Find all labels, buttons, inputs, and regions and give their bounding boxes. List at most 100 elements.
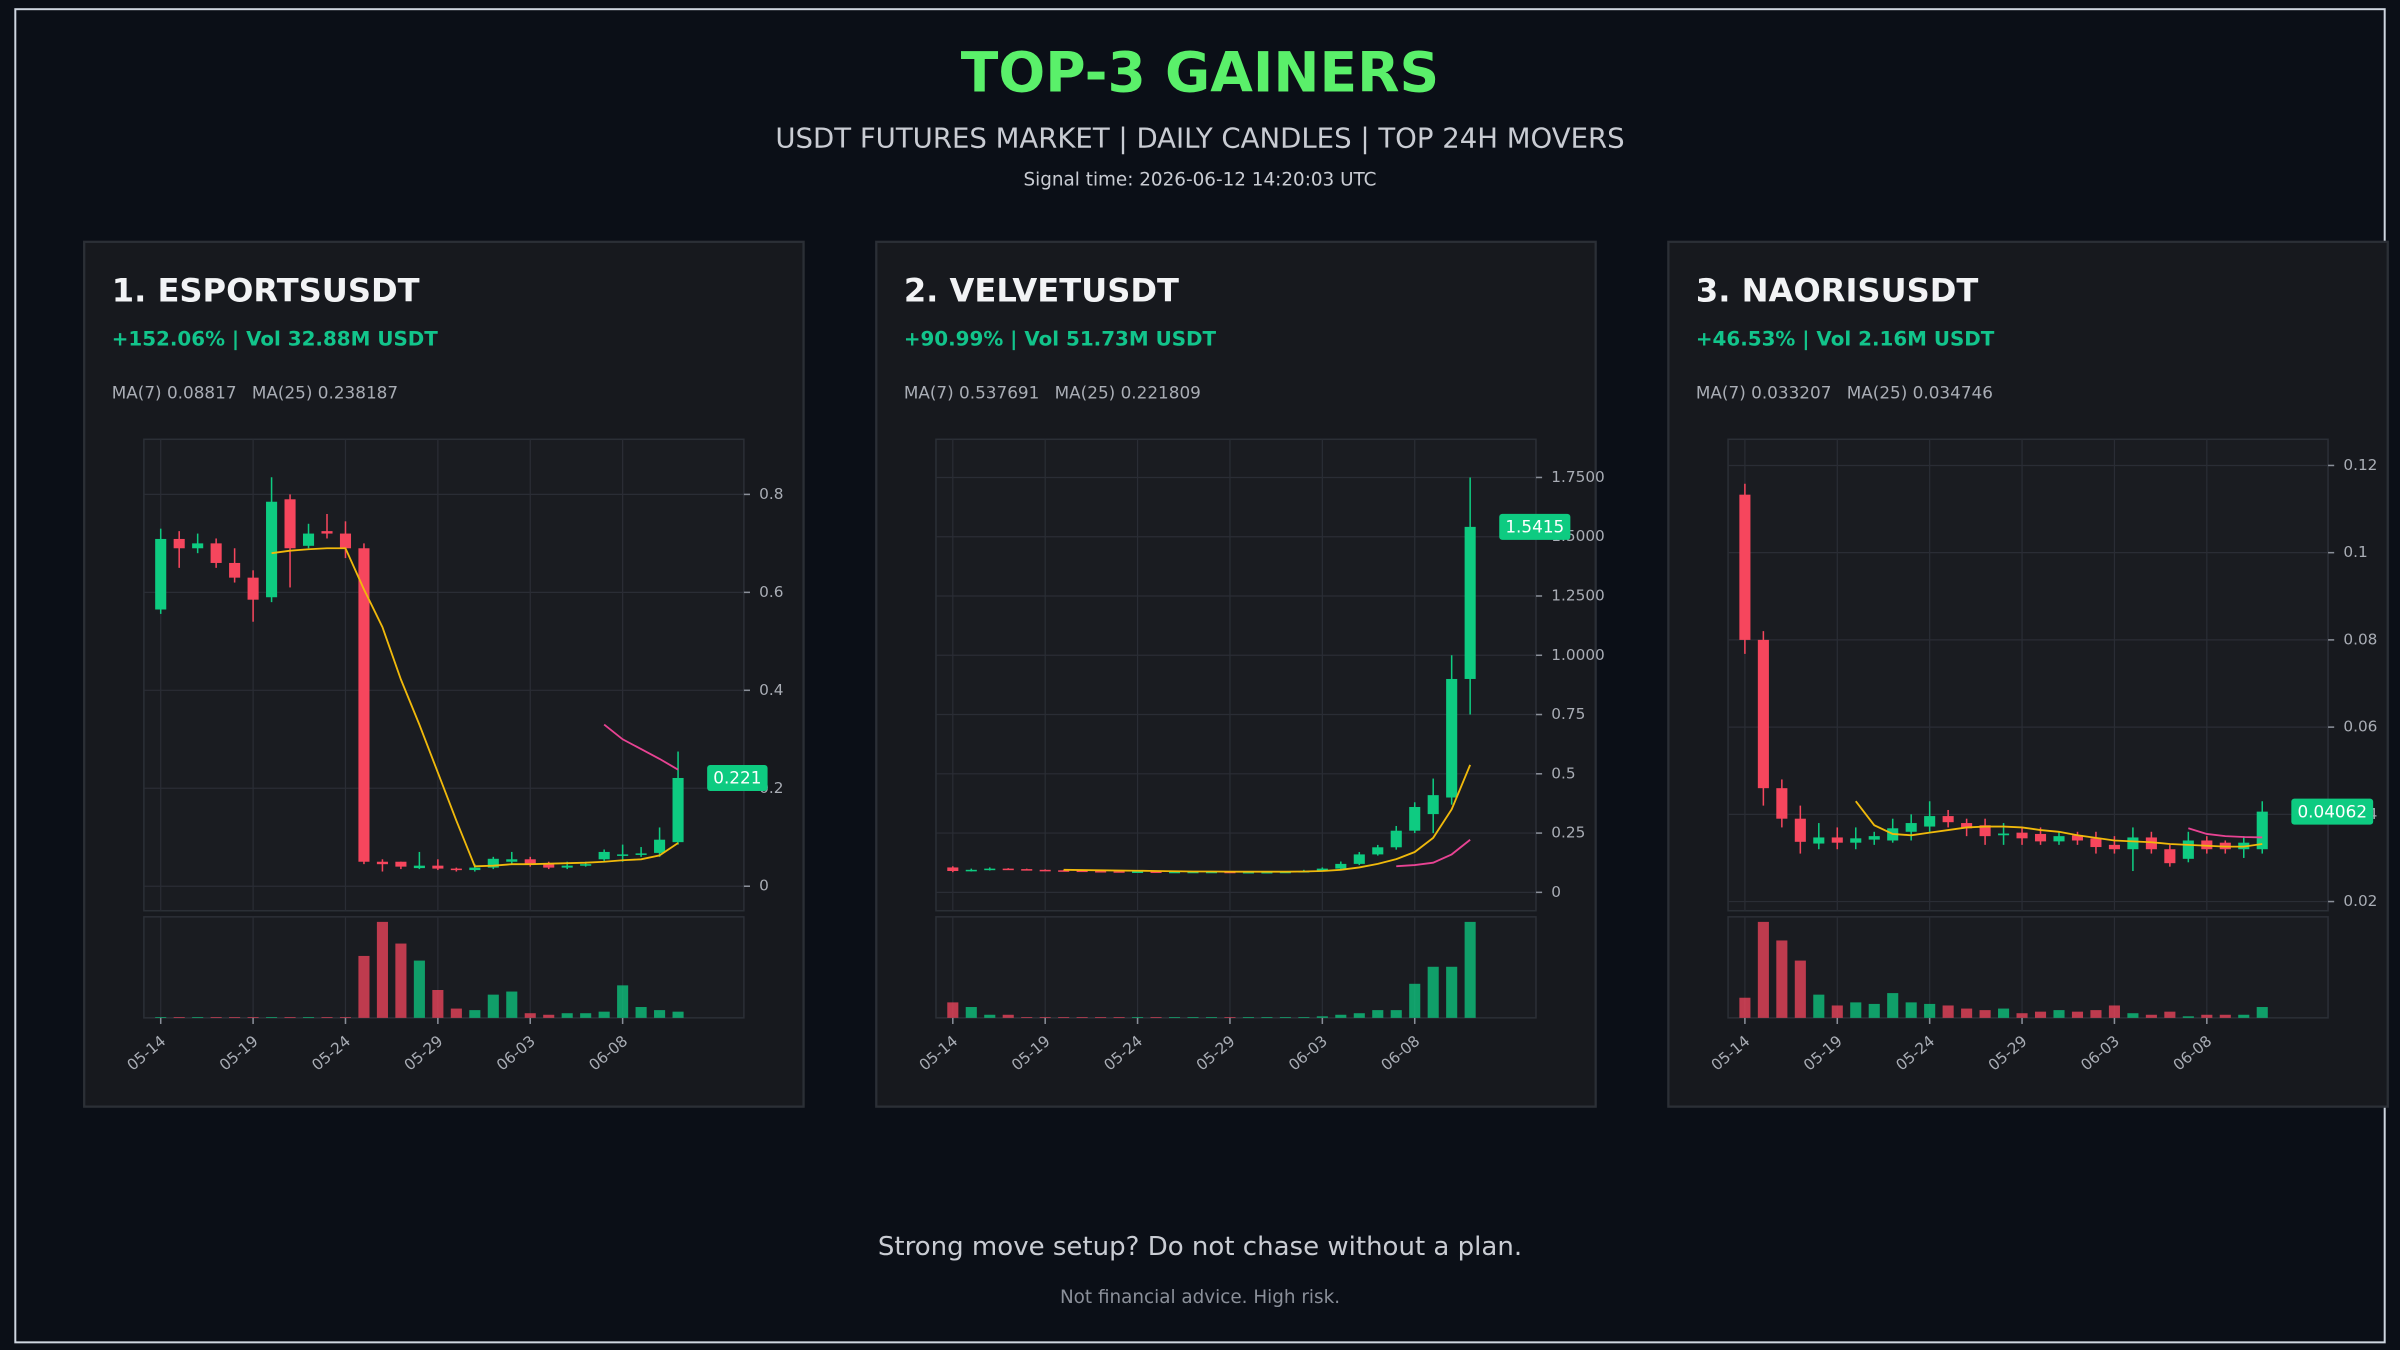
panel-title: 2. VELVETUSDT — [904, 271, 1179, 309]
ma-line — [2188, 827, 2263, 839]
candle-body — [1390, 830, 1402, 848]
candle-body — [487, 858, 499, 868]
volume-bar — [1039, 1017, 1051, 1018]
ma-line — [1396, 839, 1471, 868]
candle-body — [617, 854, 629, 856]
volume-bar — [1316, 1016, 1328, 1018]
panel-title: 3. NAORISUSDT — [1696, 271, 1979, 309]
ma-line — [1063, 764, 1472, 873]
candle-body — [543, 864, 555, 868]
volume-bar — [1794, 960, 1806, 1018]
volume-bar — [1132, 1017, 1144, 1018]
volume-bar — [395, 943, 407, 1018]
volume-bar — [173, 1017, 185, 1018]
footer-text: Strong move setup? Do not chase without … — [878, 1232, 1522, 1262]
candle-body — [173, 538, 185, 549]
candle-body — [1335, 863, 1347, 869]
volume-bar — [1464, 921, 1476, 1018]
price-badge: 0.221 — [707, 764, 768, 791]
candle-body — [1942, 816, 1954, 823]
candle-body — [1757, 639, 1769, 789]
candle-body — [1427, 795, 1439, 815]
volume-bar — [1095, 1017, 1107, 1018]
volume-bar — [524, 1013, 536, 1018]
candle-body — [984, 868, 996, 871]
volume-bar — [1390, 1010, 1402, 1018]
volume-bar — [2127, 1013, 2139, 1018]
candle-body — [2182, 840, 2194, 859]
volume-bar — [1998, 1008, 2010, 1018]
candle-body — [1002, 868, 1014, 871]
y-tick-label: 0.8 — [759, 485, 783, 503]
volume-bar — [302, 1017, 315, 1018]
candle-body — [1794, 818, 1806, 842]
candle-body — [192, 543, 204, 549]
ma-label: MA(25) 0.221809 — [1055, 382, 1201, 402]
volume-bar — [2164, 1011, 2176, 1018]
y-tick-label: 0.06 — [2343, 718, 2377, 736]
volume-bar — [229, 1017, 241, 1018]
volume-bar — [1961, 1008, 1973, 1018]
y-tick-label: 0.5 — [1551, 764, 1575, 782]
candle-body — [1868, 836, 1880, 840]
signal-time: Signal time: 2026-06-12 14:20:03 UTC — [1024, 170, 1377, 191]
volume-bar — [1224, 1017, 1236, 1018]
candle-body — [2090, 838, 2102, 848]
volume-bar — [339, 1017, 352, 1018]
y-tick-label: 0.4 — [759, 681, 783, 699]
page-title: TOP-3 GAINERS — [961, 41, 1439, 105]
volume-bar — [321, 1017, 333, 1018]
volume-bar — [543, 1014, 555, 1018]
volume-bar — [1924, 1003, 1936, 1018]
volume-bar — [1905, 1002, 1917, 1018]
volume-bar — [2145, 1014, 2157, 1018]
candle-body — [210, 543, 222, 563]
candle-body — [1979, 825, 1991, 837]
candle-body — [1961, 823, 1973, 829]
volume-bar — [1739, 997, 1751, 1018]
volume-bar — [1279, 1017, 1291, 1018]
candle-body — [395, 861, 407, 867]
volume-bar — [432, 989, 444, 1018]
price-badge: 0.04062 — [2291, 798, 2374, 825]
y-tick-label: 0.75 — [1551, 705, 1585, 723]
volume-bar — [2071, 1011, 2084, 1018]
candle-body — [450, 868, 462, 871]
volume-bar — [1261, 1017, 1273, 1018]
volume-bar — [247, 1017, 259, 1018]
candle-body — [1076, 870, 1088, 873]
y-tick-label: 0.02 — [2343, 892, 2377, 910]
panel-subtitle: +90.99% | Vol 51.73M USDT — [904, 327, 1217, 350]
candle-body — [1776, 788, 1788, 819]
candle-body — [1372, 847, 1384, 855]
volume-bar — [2201, 1014, 2213, 1018]
volume-bar — [1409, 983, 1421, 1018]
volume-bar — [1427, 966, 1439, 1018]
volume-bar — [2090, 1010, 2102, 1018]
ma-line — [603, 723, 679, 771]
candle-body — [1095, 871, 1107, 873]
ma-label: MA(7) 0.537691 — [904, 382, 1040, 402]
volume-bar — [2219, 1014, 2231, 1018]
candle-body — [1261, 871, 1273, 874]
panel-title: 1. ESPORTSUSDT — [112, 271, 420, 309]
y-tick-label: 0.1 — [2343, 543, 2367, 561]
candle-body — [1998, 833, 2010, 836]
candle-body — [1905, 823, 1917, 832]
ma-line — [1855, 800, 2263, 848]
volume-bar — [1168, 1017, 1181, 1018]
candle-body — [432, 865, 444, 869]
candle-body — [302, 533, 315, 546]
candle-body — [1021, 869, 1033, 871]
candle-body — [1205, 871, 1218, 874]
volume-bar — [376, 921, 388, 1018]
volume-bar — [1757, 921, 1769, 1018]
candle-body — [2256, 811, 2268, 850]
volume-bar — [1150, 1017, 1162, 1018]
candle-body — [1113, 871, 1125, 873]
candle-body — [580, 864, 592, 866]
candle-body — [561, 865, 573, 868]
volume-bar — [210, 1017, 222, 1018]
volume-bar — [1372, 1010, 1384, 1018]
